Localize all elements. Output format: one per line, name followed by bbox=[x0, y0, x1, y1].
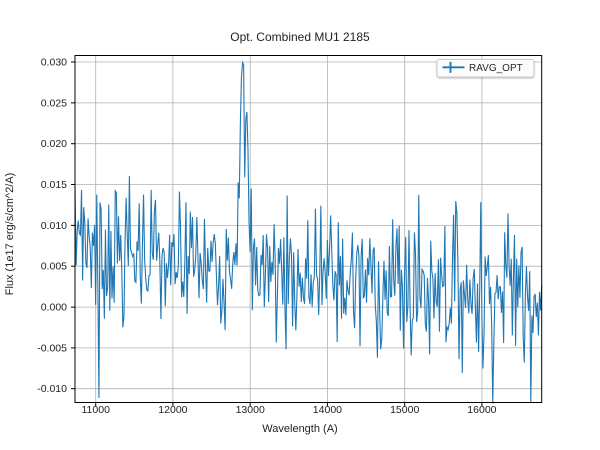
svg-text:11000: 11000 bbox=[81, 404, 110, 416]
svg-text:13000: 13000 bbox=[236, 404, 265, 416]
svg-text:16000: 16000 bbox=[467, 404, 496, 416]
svg-text:12000: 12000 bbox=[158, 404, 187, 416]
svg-text:-0.005: -0.005 bbox=[37, 342, 67, 354]
svg-text:0.025: 0.025 bbox=[41, 97, 67, 109]
svg-text:14000: 14000 bbox=[313, 404, 342, 416]
svg-text:0.010: 0.010 bbox=[41, 220, 67, 232]
svg-text:0.015: 0.015 bbox=[41, 179, 67, 191]
svg-text:0.005: 0.005 bbox=[41, 261, 67, 273]
svg-text:0.030: 0.030 bbox=[41, 57, 67, 69]
svg-text:-0.010: -0.010 bbox=[37, 383, 67, 395]
svg-text:0.000: 0.000 bbox=[41, 302, 67, 314]
svg-text:RAVG_OPT: RAVG_OPT bbox=[469, 63, 523, 74]
svg-text:15000: 15000 bbox=[390, 404, 419, 416]
svg-text:0.020: 0.020 bbox=[41, 138, 67, 150]
